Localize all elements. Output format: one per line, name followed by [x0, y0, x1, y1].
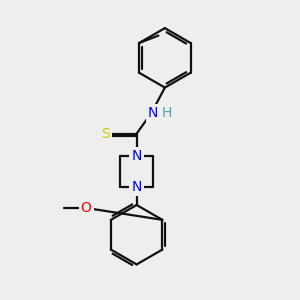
Text: S: S [101, 127, 110, 141]
Text: H: H [162, 106, 172, 120]
Text: O: O [81, 201, 92, 215]
Text: N: N [131, 149, 142, 163]
Text: N: N [131, 180, 142, 194]
Text: N: N [148, 106, 158, 120]
